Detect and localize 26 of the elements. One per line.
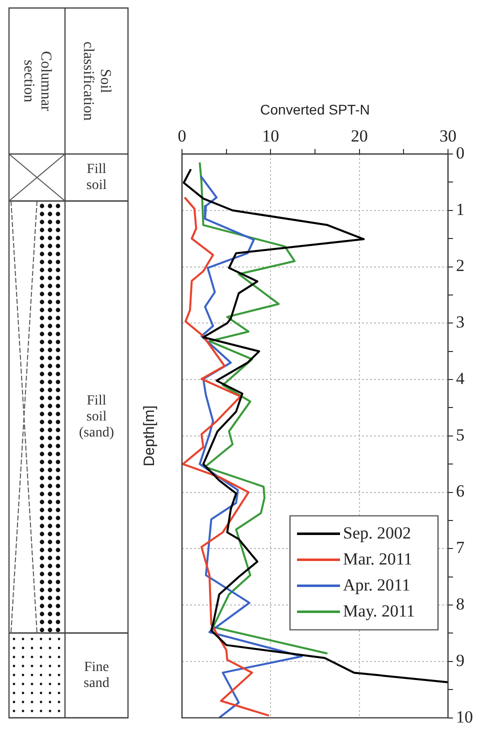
y-tick-label: 7 <box>456 538 465 558</box>
text: Columnar section <box>20 51 54 111</box>
text: Fine sand <box>84 660 110 692</box>
x-tick-label: 0 <box>178 126 186 146</box>
legend-label: May. 2011 <box>343 601 415 620</box>
y-tick-label: 10 <box>456 707 473 726</box>
y-axis-title: Depth[m] <box>141 405 158 466</box>
y-tick-label: 5 <box>456 425 464 444</box>
legend-label: Mar. 2011 <box>343 549 412 568</box>
y-tick-label: 4 <box>456 368 465 388</box>
x-tick-label: 10 <box>262 126 280 146</box>
legend-label: Apr. 2011 <box>343 575 410 594</box>
legend-label: Sep. 2002 <box>343 523 411 542</box>
x-tick-label: 20 <box>350 126 368 146</box>
y-tick-label: 1 <box>456 200 464 219</box>
x-axis-title: Converted SPT-N <box>260 101 370 118</box>
text: Soil classification <box>80 41 114 122</box>
y-tick-label: 9 <box>456 650 464 670</box>
y-tick-label: 8 <box>456 594 464 614</box>
text: Fill soil (sand) <box>79 394 114 441</box>
y-tick-label: 3 <box>456 312 464 332</box>
x-tick-label: 30 <box>440 126 456 146</box>
text: Fill soil <box>86 162 107 194</box>
y-tick-label: 6 <box>456 482 464 501</box>
y-tick-label: 2 <box>456 256 464 276</box>
y-tick-label: 0 <box>456 143 464 162</box>
